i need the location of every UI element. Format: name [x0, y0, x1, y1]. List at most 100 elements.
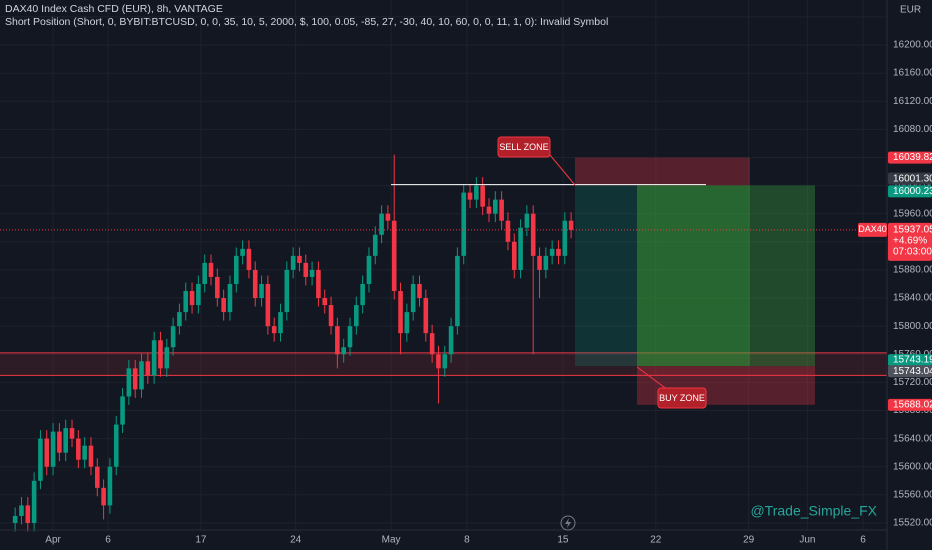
price-tag: [888, 398, 932, 411]
x-tick-label: May: [382, 535, 401, 546]
candle-body: [126, 368, 132, 397]
candle-body: [170, 326, 176, 348]
candle-body: [88, 445, 94, 467]
axes: 15520.0015560.0015600.0015640.0015680.00…: [45, 12, 932, 546]
candle-body: [252, 269, 258, 299]
unit-bg: [888, 0, 932, 20]
y-tick-label: 15840.00: [893, 293, 932, 304]
label-box: [497, 136, 551, 158]
candle-body: [328, 305, 334, 327]
bar-countdown: 07:03:00: [893, 246, 932, 257]
candle-body: [556, 248, 561, 256]
candle-body: [151, 340, 157, 376]
candle-body: [57, 431, 62, 453]
y-tick-label: 15520.00: [893, 518, 932, 529]
icon-circle[interactable]: [560, 515, 576, 531]
price-tag: [888, 185, 932, 198]
candle-body: [429, 333, 435, 355]
candle-body: [410, 283, 416, 313]
watermark: @Trade_Simple_FX: [750, 503, 877, 519]
candle-body: [341, 347, 346, 355]
price-tag: [888, 151, 932, 164]
stop-zone: [575, 157, 750, 186]
target-zone: [750, 185, 815, 367]
candle-body: [499, 199, 504, 221]
candle-body: [132, 368, 138, 390]
candle-body: [63, 428, 69, 453]
candle-body: [38, 438, 43, 481]
candle-body: [227, 283, 233, 313]
x-tick-label: Jun: [799, 535, 815, 546]
candle-body: [448, 326, 454, 355]
last-price-label: 15937.05: [893, 224, 932, 235]
price-tag-label: 16000.23: [893, 186, 932, 197]
candle-body: [271, 326, 277, 334]
connector: [636, 366, 669, 391]
candle-body: [385, 213, 391, 221]
chart-title: DAX40 Index Cash CFD (EUR), 8h, VANTAGE: [5, 3, 223, 15]
symbol-label: DAX40: [858, 224, 887, 234]
candle-body: [113, 424, 119, 467]
candle-body: [31, 480, 37, 523]
candle-body: [139, 361, 144, 390]
icon-bolt[interactable]: [565, 518, 571, 528]
x-tick-label: 24: [290, 535, 302, 546]
candle-body: [177, 312, 182, 327]
price-tag-label: 16039.82: [893, 152, 932, 163]
candle-body: [208, 262, 214, 277]
x-tick-label: 6: [105, 535, 111, 546]
candle-body: [455, 255, 460, 327]
candle-body: [398, 291, 403, 334]
candle-body: [436, 354, 441, 369]
connector: [549, 154, 576, 186]
y-tick-label: 15960.00: [893, 208, 932, 219]
candle-body: [215, 276, 220, 299]
candle-body: [391, 220, 397, 292]
candle-body: [12, 515, 18, 523]
candle-body: [562, 220, 568, 256]
candle-body: [50, 431, 56, 467]
indicator-legend: Short Position (Short, 0, BYBIT:BTCUSD, …: [5, 16, 608, 28]
candle-body: [486, 206, 492, 214]
candle-body: [505, 220, 511, 242]
candle-body: [164, 347, 170, 369]
price-tag-label: 15743.04: [893, 366, 932, 377]
candle-body: [480, 185, 485, 207]
candle-body: [316, 269, 321, 299]
buy-zone-label: BUY ZONE: [636, 366, 707, 409]
candle-body: [322, 298, 328, 306]
candle-body: [530, 213, 536, 256]
y-tick-label: 16080.00: [893, 124, 932, 135]
candle-body: [25, 505, 31, 523]
candle-body: [404, 312, 410, 334]
candles: [12, 154, 574, 532]
candle-body: [221, 298, 226, 313]
price-tag-label: 15688.02: [893, 400, 932, 411]
replay-icon[interactable]: [560, 515, 576, 531]
candle-body: [196, 283, 201, 306]
candle-body: [265, 283, 271, 327]
candle-body: [76, 438, 81, 460]
y-tick-label: 15560.00: [893, 489, 932, 500]
candle-body: [543, 255, 549, 270]
annotation: BUY ZONE: [659, 393, 705, 403]
candle-body: [537, 255, 542, 270]
candle-body: [518, 227, 523, 270]
candle-body: [467, 192, 473, 200]
candle-body: [101, 487, 106, 506]
x-tick-label: 29: [743, 535, 755, 546]
candle-body: [259, 283, 264, 299]
price-tag: [888, 354, 932, 367]
y-tick-label: 16200.00: [893, 40, 932, 51]
candle-body: [284, 269, 290, 313]
y-tick-label: 16160.00: [893, 68, 932, 79]
target-zone: [637, 185, 750, 367]
candle-body: [278, 312, 283, 334]
candle-body: [524, 213, 530, 228]
candle-body: [309, 269, 315, 277]
candle-body: [145, 361, 151, 376]
target-zone: [575, 185, 637, 367]
candle-body: [335, 326, 340, 355]
overlays: [0, 184, 887, 231]
